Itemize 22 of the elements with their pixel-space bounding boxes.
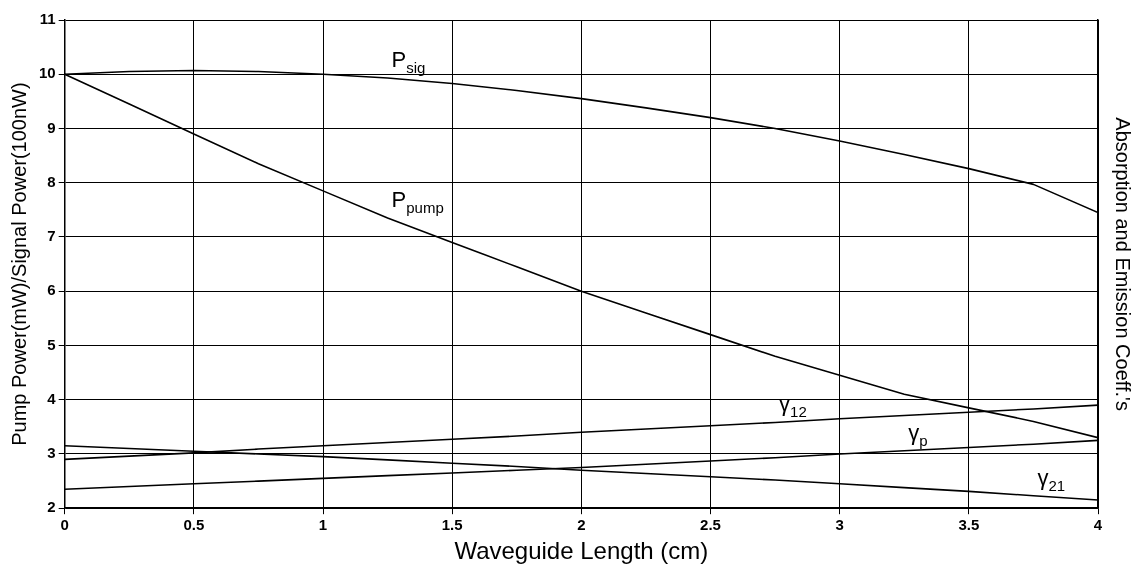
y-tick-label: 2 bbox=[47, 498, 56, 516]
x-tick-label: 2 bbox=[577, 516, 586, 534]
x-tick-label: 3.5 bbox=[958, 516, 980, 534]
y-tick-label: 8 bbox=[47, 172, 56, 190]
y-tick-label: 11 bbox=[39, 10, 56, 28]
y-tick-label: 6 bbox=[47, 281, 56, 299]
y-tick-label: 4 bbox=[47, 389, 57, 407]
x-tick-label: 4 bbox=[1093, 516, 1103, 534]
x-tick-label: 0.5 bbox=[183, 516, 205, 534]
y2-axis-title: Absorption and Emission Coeff.'s bbox=[1112, 117, 1135, 411]
y-axis-title: Pump Power(mW)/Signal Power(100nW) bbox=[7, 82, 30, 446]
y-tick-label: 7 bbox=[47, 227, 56, 245]
y-tick-label: 10 bbox=[39, 64, 56, 82]
y-tick-label: 3 bbox=[47, 444, 56, 462]
y-tick-label: 9 bbox=[47, 118, 56, 136]
y-tick-label: 5 bbox=[47, 335, 56, 353]
x-tick-label: 0 bbox=[60, 516, 69, 534]
x-tick-label: 2.5 bbox=[700, 516, 721, 534]
x-tick-label: 1.5 bbox=[441, 516, 463, 534]
x-axis-title: Waveguide Length (cm) bbox=[454, 537, 709, 565]
x-tick-label: 3 bbox=[835, 516, 844, 534]
x-tick-label: 1 bbox=[318, 516, 328, 534]
